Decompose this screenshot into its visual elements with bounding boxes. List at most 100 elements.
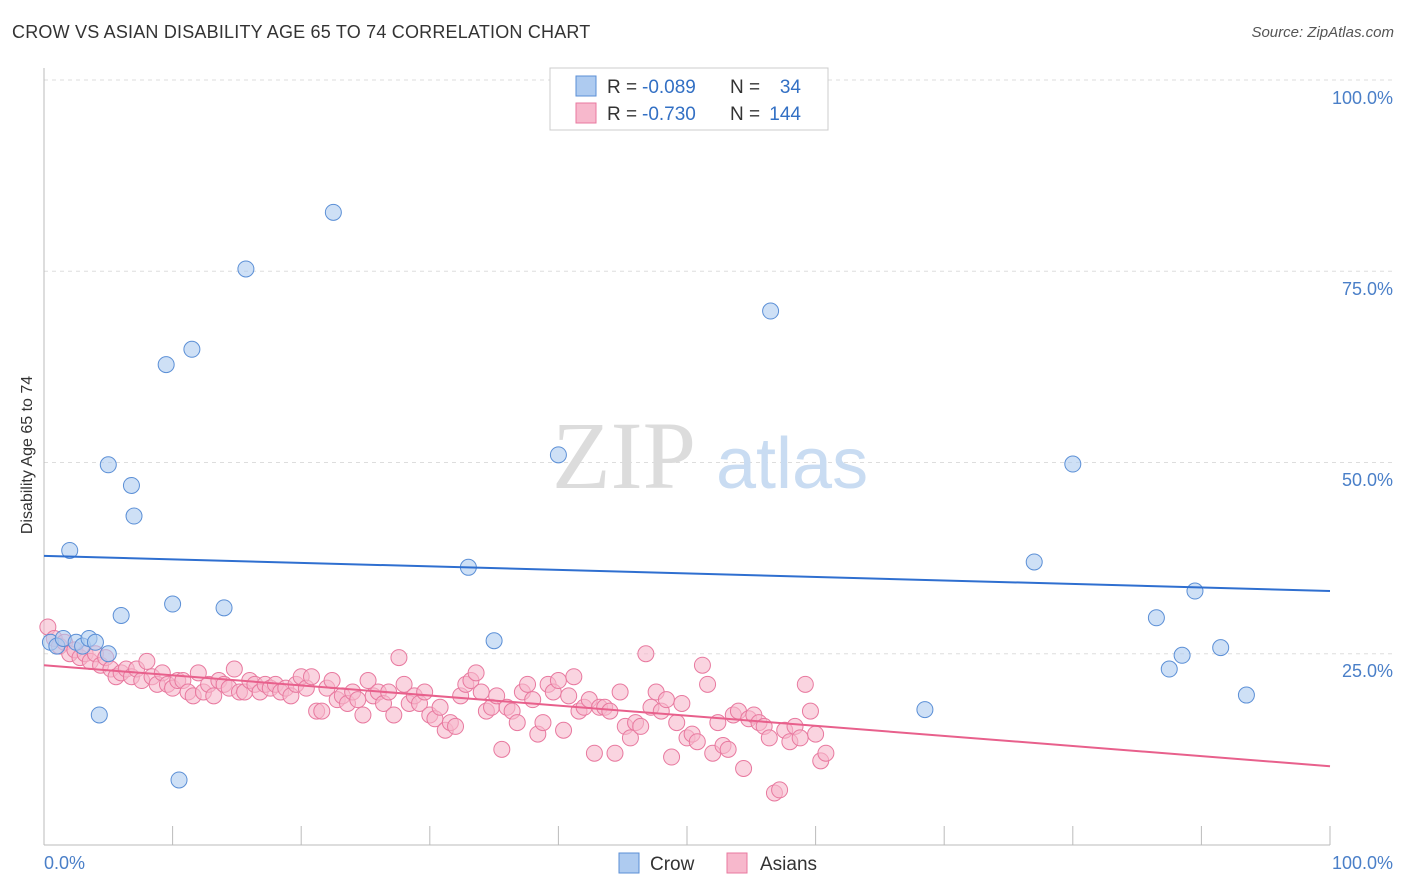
data-point: [1237, 686, 1255, 704]
data-point: [555, 721, 573, 739]
data-point: [99, 645, 117, 663]
data-point: [916, 701, 934, 719]
data-point: [601, 702, 619, 720]
data-point: [632, 717, 650, 735]
data-point: [791, 729, 809, 747]
legend-asians-n-value: 144: [769, 104, 801, 125]
data-point: [1147, 609, 1165, 627]
data-point: [549, 672, 567, 690]
data-point: [205, 687, 223, 705]
legend-asians-r-value: -0.730: [642, 104, 696, 125]
data-point: [431, 698, 449, 716]
crow-points: [41, 203, 1255, 789]
asians-points: [39, 618, 835, 802]
data-point: [524, 691, 542, 709]
data-point: [354, 706, 372, 724]
data-point: [807, 725, 825, 743]
data-point: [611, 683, 629, 701]
data-point: [1173, 646, 1191, 664]
data-point: [817, 744, 835, 762]
data-point: [493, 740, 511, 758]
data-point: [447, 717, 465, 735]
data-point: [215, 599, 233, 617]
data-point: [225, 660, 243, 678]
chart-title: CROW VS ASIAN DISABILITY AGE 65 TO 74 CO…: [12, 22, 591, 42]
data-point: [390, 649, 408, 667]
legend-asians-n-label: N =: [730, 104, 760, 125]
data-point: [585, 744, 603, 762]
data-point: [170, 771, 188, 789]
x-tick-label-max: 100.0%: [1332, 853, 1393, 873]
data-point: [99, 456, 117, 474]
source-label: Source: ZipAtlas.com: [1251, 24, 1394, 41]
legend-asians-r-label: R =: [607, 104, 637, 125]
x-ticks: [43, 826, 1331, 845]
data-point: [637, 645, 655, 663]
legend-crow-n-label: N =: [730, 77, 760, 98]
data-point: [1064, 455, 1082, 473]
data-point: [560, 687, 578, 705]
data-point: [801, 702, 819, 720]
data-point: [1025, 553, 1043, 571]
data-point: [313, 702, 331, 720]
data-point: [762, 302, 780, 320]
legend-bottom-asians-label: Asians: [760, 854, 817, 875]
data-point: [673, 694, 691, 712]
data-point: [760, 729, 778, 747]
trend-lines: [43, 554, 1331, 768]
data-point: [359, 672, 377, 690]
data-point: [534, 714, 552, 732]
data-point: [796, 675, 814, 693]
data-point: [138, 652, 156, 670]
legend-bottom-asians-swatch: [726, 852, 748, 874]
data-point: [395, 675, 413, 693]
trend-line: [43, 664, 1331, 768]
data-point: [485, 632, 503, 650]
data-point: [302, 668, 320, 686]
data-point: [416, 683, 434, 701]
x-tick-label-min: 0.0%: [44, 853, 85, 873]
data-point: [735, 760, 753, 777]
watermark-zip: ZIP: [552, 402, 696, 509]
data-point: [164, 595, 182, 613]
data-point: [693, 656, 711, 674]
data-point: [472, 683, 490, 701]
y-tick-label: 50.0%: [1342, 470, 1393, 490]
legend-bottom-crow-label: Crow: [650, 854, 695, 875]
data-point: [61, 541, 79, 559]
data-point: [621, 729, 639, 747]
data-point: [86, 633, 104, 651]
data-point: [323, 672, 341, 690]
data-point: [112, 607, 130, 624]
y-tick-label: 25.0%: [1342, 661, 1393, 681]
legend-top: R = -0.089 N = 34 R = -0.730 N = 144: [549, 67, 829, 131]
data-point: [771, 781, 789, 799]
data-point: [467, 664, 485, 682]
data-point: [385, 706, 403, 724]
y-tick-label: 75.0%: [1342, 279, 1393, 299]
data-point: [688, 733, 706, 751]
data-point: [1212, 639, 1230, 657]
data-point: [668, 714, 686, 732]
legend-bottom: Crow Asians: [618, 852, 817, 875]
legend-crow-r-label: R =: [607, 77, 637, 98]
legend-crow-swatch: [575, 75, 597, 97]
data-point: [125, 507, 143, 525]
data-point: [699, 675, 717, 693]
data-point: [519, 675, 537, 693]
data-point: [565, 668, 583, 686]
gridlines: [44, 79, 1393, 655]
data-point: [157, 356, 175, 374]
data-point: [324, 203, 342, 221]
data-point: [237, 260, 255, 278]
data-point: [663, 748, 681, 766]
legend-crow-n-value: 34: [780, 77, 802, 98]
y-tick-label: 100.0%: [1332, 88, 1393, 108]
y-axis-label: Disability Age 65 to 74: [19, 376, 36, 534]
data-point: [606, 744, 624, 762]
legend-asians-swatch: [575, 102, 597, 124]
legend-bottom-crow-swatch: [618, 852, 640, 874]
data-point: [1160, 660, 1178, 678]
data-point: [508, 714, 526, 732]
